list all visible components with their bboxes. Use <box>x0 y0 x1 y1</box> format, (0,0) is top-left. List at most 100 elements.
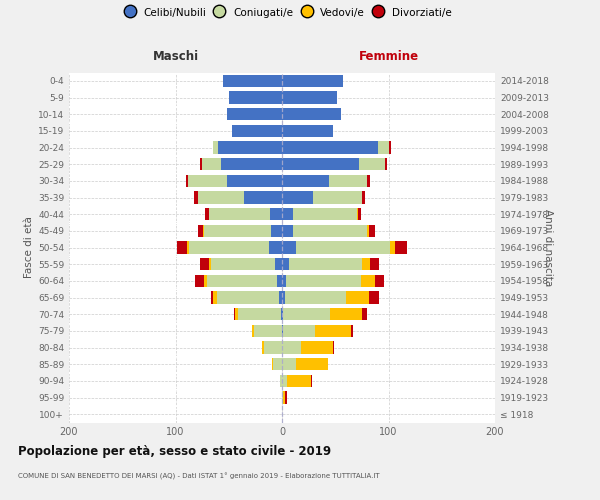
Bar <box>209 258 282 270</box>
Y-axis label: Anni di nascita: Anni di nascita <box>543 209 553 286</box>
Bar <box>213 291 282 304</box>
Bar <box>272 358 282 370</box>
Bar <box>269 242 282 254</box>
Bar <box>282 391 283 404</box>
Bar <box>232 124 282 137</box>
Bar <box>282 124 333 137</box>
Bar <box>211 291 282 304</box>
Bar <box>282 208 361 220</box>
Bar <box>204 224 282 237</box>
Bar <box>211 258 282 270</box>
Bar <box>282 324 351 337</box>
Bar <box>282 108 341 120</box>
Bar <box>235 308 282 320</box>
Bar <box>282 374 287 387</box>
Bar <box>282 291 346 304</box>
Bar <box>252 324 282 337</box>
Bar <box>282 208 293 220</box>
Bar <box>282 208 356 220</box>
Bar <box>234 308 282 320</box>
Bar <box>282 91 337 104</box>
Bar <box>198 191 282 204</box>
Bar <box>232 124 282 137</box>
Bar <box>262 341 282 354</box>
Bar <box>282 258 370 270</box>
Bar <box>282 141 389 154</box>
Bar <box>282 108 341 120</box>
Bar <box>281 308 282 320</box>
Bar <box>203 224 282 237</box>
Bar <box>282 191 362 204</box>
Bar <box>202 158 282 170</box>
Bar <box>282 224 370 237</box>
Bar <box>282 158 388 170</box>
Bar <box>229 91 282 104</box>
Bar <box>282 191 365 204</box>
Bar <box>194 191 282 204</box>
Bar <box>282 242 395 254</box>
Bar <box>282 124 333 137</box>
Bar <box>205 208 282 220</box>
Bar <box>227 108 282 120</box>
Bar <box>274 358 282 370</box>
Bar <box>262 341 282 354</box>
Legend: Celibi/Nubili, Coniugati/e, Vedovi/e, Divorziati/e: Celibi/Nubili, Coniugati/e, Vedovi/e, Di… <box>122 5 454 20</box>
Bar <box>280 374 282 387</box>
Bar <box>200 158 282 170</box>
Bar <box>232 124 282 137</box>
Text: Popolazione per età, sesso e stato civile - 2019: Popolazione per età, sesso e stato civil… <box>18 445 331 458</box>
Bar <box>188 174 282 187</box>
Bar <box>282 242 407 254</box>
Bar <box>176 242 282 254</box>
Bar <box>208 274 282 287</box>
Bar <box>227 108 282 120</box>
Bar <box>282 191 313 204</box>
Bar <box>282 341 301 354</box>
Bar <box>282 258 379 270</box>
Bar <box>282 124 333 137</box>
Bar <box>254 324 282 337</box>
Bar <box>282 124 333 137</box>
Bar <box>275 258 282 270</box>
Bar <box>223 74 282 87</box>
Bar <box>223 74 282 87</box>
Bar <box>282 74 343 87</box>
Bar <box>282 358 296 370</box>
Bar <box>270 208 282 220</box>
Bar <box>282 374 311 387</box>
Bar <box>229 91 282 104</box>
Bar <box>282 224 374 237</box>
Bar <box>282 291 379 304</box>
Bar <box>282 108 341 120</box>
Bar <box>232 124 282 137</box>
Bar <box>217 291 282 304</box>
Text: Maschi: Maschi <box>152 50 199 62</box>
Bar <box>282 158 359 170</box>
Bar <box>282 274 384 287</box>
Bar <box>227 108 282 120</box>
Bar <box>218 141 282 154</box>
Bar <box>282 158 385 170</box>
Bar <box>282 74 343 87</box>
Bar <box>282 291 285 304</box>
Bar <box>282 308 283 320</box>
Bar <box>282 324 283 337</box>
Bar <box>282 108 341 120</box>
Bar <box>227 174 282 187</box>
Bar <box>282 208 358 220</box>
Bar <box>282 74 343 87</box>
Bar <box>271 224 282 237</box>
Bar <box>238 308 282 320</box>
Bar <box>282 341 333 354</box>
Bar <box>282 174 367 187</box>
Bar <box>202 158 282 170</box>
Bar <box>282 258 362 270</box>
Bar <box>213 141 282 154</box>
Bar <box>282 174 370 187</box>
Bar <box>209 208 282 220</box>
Bar <box>282 308 367 320</box>
Bar <box>282 141 389 154</box>
Bar <box>188 174 282 187</box>
Bar <box>282 191 362 204</box>
Bar <box>282 174 367 187</box>
